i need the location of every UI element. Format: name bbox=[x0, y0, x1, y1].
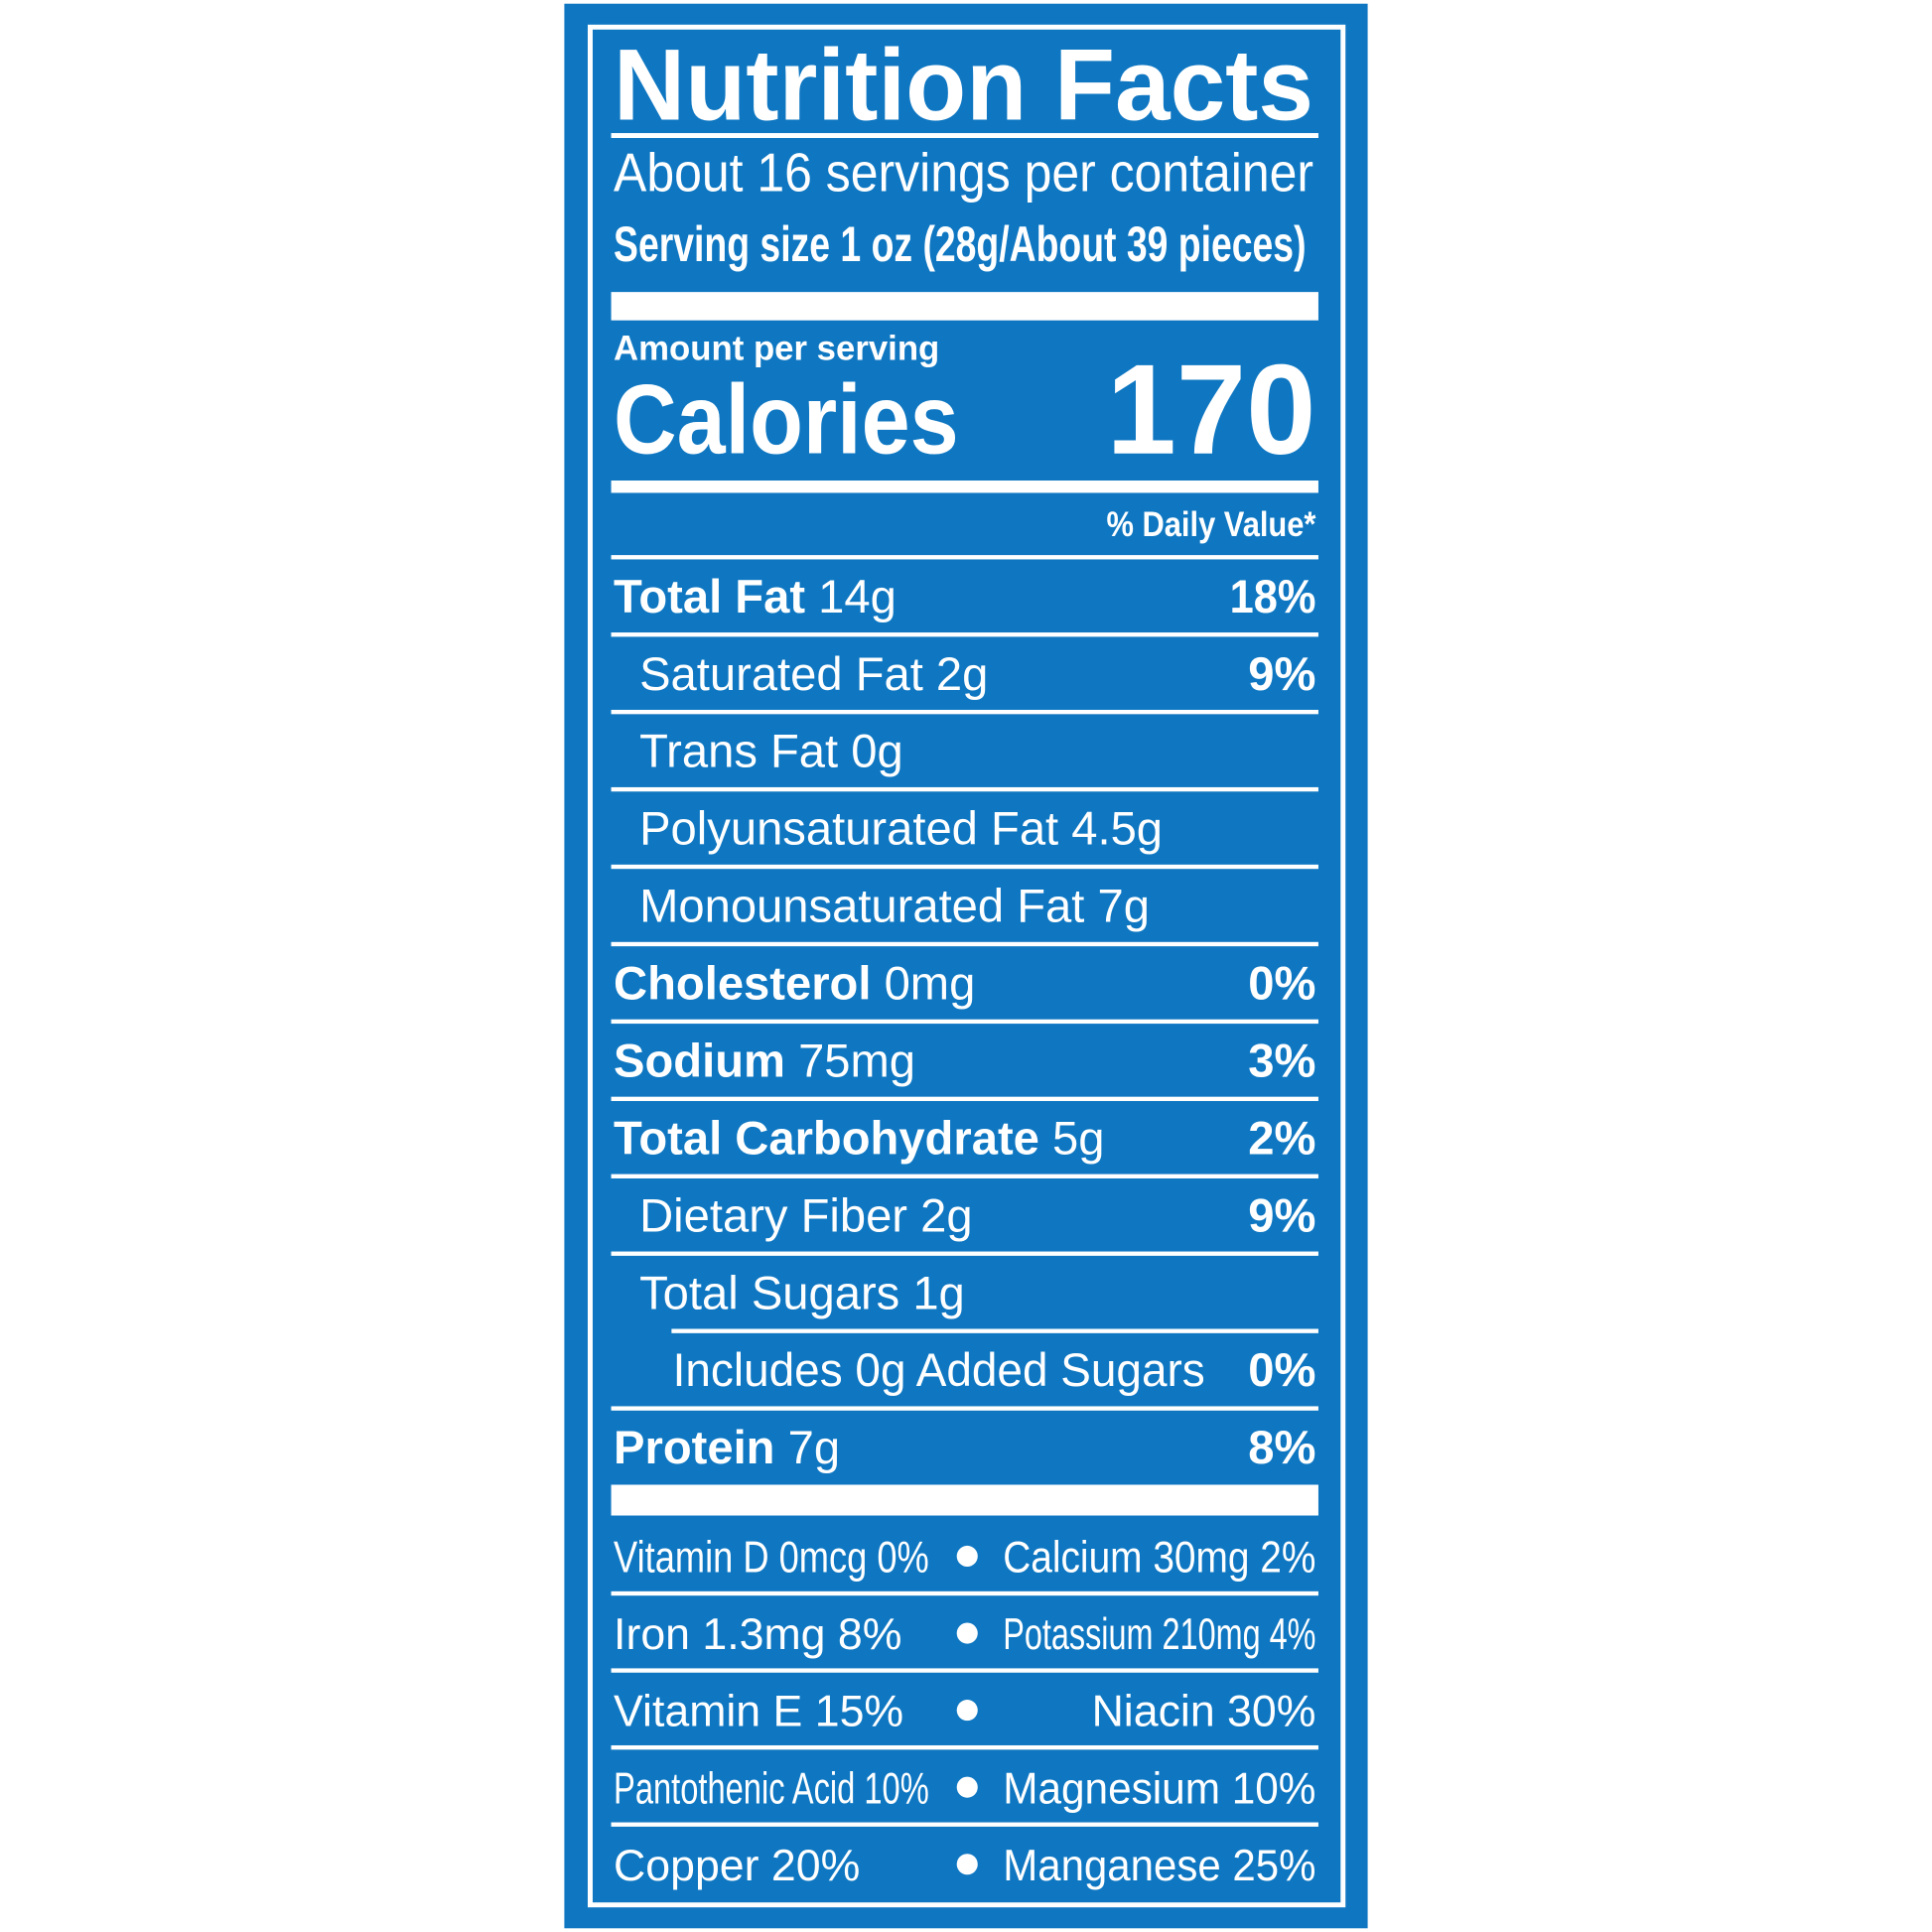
thick-bar bbox=[611, 292, 1318, 321]
daily-value: 3% bbox=[1248, 1034, 1315, 1086]
daily-value: 0% bbox=[1248, 957, 1315, 1010]
bullet bbox=[956, 1545, 978, 1568]
amount-per-serving: Amount per serving bbox=[614, 330, 939, 367]
vitamin: Magnesium 10% bbox=[1003, 1764, 1315, 1813]
calories-value: 170 bbox=[1106, 339, 1315, 482]
rule bbox=[611, 786, 1318, 792]
daily-value: 9% bbox=[1248, 647, 1315, 700]
panel-border bbox=[587, 24, 1346, 1908]
vitamin: Vitamin E 15% bbox=[614, 1688, 903, 1736]
nutrient-amount: 14g bbox=[818, 570, 897, 622]
rule bbox=[611, 1173, 1318, 1178]
nutrient-row: Total Carbohydrate 5g bbox=[614, 1111, 1104, 1164]
bullet bbox=[956, 1700, 978, 1722]
nutrient-name: Sodium bbox=[614, 1034, 785, 1086]
nutrient-row: Total Sugars 1g bbox=[639, 1266, 965, 1318]
nutrient-amount: 5g bbox=[1052, 1111, 1104, 1164]
nutrient-row: Cholesterol 0mg bbox=[614, 957, 975, 1010]
vitamin: Potassium 210mg 4% bbox=[1003, 1610, 1315, 1659]
bullet bbox=[956, 1776, 978, 1798]
rule bbox=[611, 1096, 1318, 1102]
daily-value-header: % Daily Value* bbox=[1106, 506, 1315, 544]
rule bbox=[611, 709, 1318, 715]
nutrient-name: Monounsaturated Fat 7g bbox=[639, 880, 1150, 932]
daily-value: 2% bbox=[1248, 1111, 1315, 1164]
rule bbox=[611, 632, 1318, 637]
nutrient-row: Monounsaturated Fat 7g bbox=[639, 880, 1150, 932]
medium-bar bbox=[611, 481, 1318, 493]
nutrient-name: Cholesterol bbox=[614, 957, 871, 1010]
rule bbox=[611, 555, 1318, 560]
nutrient-name: Trans Fat 0g bbox=[639, 725, 903, 777]
rule bbox=[611, 1668, 1318, 1673]
nutrient-row: Trans Fat 0g bbox=[639, 725, 903, 777]
vitamin: Niacin 30% bbox=[1092, 1688, 1316, 1736]
vitamin: Manganese 25% bbox=[1003, 1842, 1315, 1890]
daily-value: 9% bbox=[1248, 1188, 1315, 1241]
nutrient-name: Saturated Fat 2g bbox=[639, 647, 988, 700]
rule bbox=[611, 1251, 1318, 1256]
title: Nutrition Facts bbox=[614, 28, 1313, 141]
thick-bar bbox=[611, 1484, 1318, 1516]
nutrient-name: Total Carbohydrate bbox=[614, 1111, 1039, 1164]
vitamin: Calcium 30mg 2% bbox=[1003, 1534, 1315, 1583]
rule bbox=[611, 1822, 1318, 1827]
serving-size: Serving size 1 oz (28g/About 39 pieces) bbox=[614, 216, 1306, 272]
bullet bbox=[956, 1854, 978, 1875]
calories-label: Calories bbox=[614, 365, 959, 476]
rule bbox=[611, 133, 1318, 138]
daily-value: 18% bbox=[1230, 570, 1316, 622]
nutrient-row: Polyunsaturated Fat 4.5g bbox=[639, 802, 1163, 855]
rule bbox=[611, 941, 1318, 947]
nutrient-row: Saturated Fat 2g bbox=[639, 647, 988, 700]
rule bbox=[611, 1019, 1318, 1025]
nutrient-row: Dietary Fiber 2g bbox=[639, 1188, 972, 1241]
nutrient-amount: 75mg bbox=[798, 1034, 915, 1086]
rule bbox=[611, 1590, 1318, 1596]
nutrient-row: Sodium 75mg bbox=[614, 1034, 915, 1086]
panel bbox=[564, 3, 1368, 1929]
nutrient-row: Total Fat 14g bbox=[614, 570, 897, 622]
nutrient-name: Includes 0g Added Sugars bbox=[673, 1343, 1205, 1396]
rule bbox=[611, 864, 1318, 870]
vitamin: Copper 20% bbox=[614, 1842, 860, 1890]
daily-value: 8% bbox=[1248, 1421, 1315, 1473]
rule bbox=[611, 1744, 1318, 1750]
vitamin: Iron 1.3mg 8% bbox=[614, 1610, 901, 1659]
nutrient-name: Total Fat bbox=[614, 570, 805, 622]
nutrient-name: Dietary Fiber 2g bbox=[639, 1188, 972, 1241]
vitamin: Pantothenic Acid 10% bbox=[614, 1764, 929, 1813]
nutrient-amount: 7g bbox=[788, 1421, 840, 1473]
servings: About 16 servings per container bbox=[614, 142, 1313, 203]
vitamin: Vitamin D 0mcg 0% bbox=[614, 1534, 929, 1583]
daily-value: 0% bbox=[1248, 1343, 1315, 1396]
rule bbox=[671, 1328, 1318, 1333]
nutrient-name: Protein bbox=[614, 1421, 774, 1473]
nutrient-amount: 0mg bbox=[885, 957, 976, 1010]
nutrient-name: Total Sugars 1g bbox=[639, 1266, 965, 1318]
rule bbox=[611, 1406, 1318, 1411]
nutrient-row: Includes 0g Added Sugars bbox=[673, 1343, 1205, 1396]
nutrient-name: Polyunsaturated Fat 4.5g bbox=[639, 802, 1163, 855]
bullet bbox=[956, 1622, 978, 1644]
nutrient-row: Protein 7g bbox=[614, 1421, 840, 1473]
